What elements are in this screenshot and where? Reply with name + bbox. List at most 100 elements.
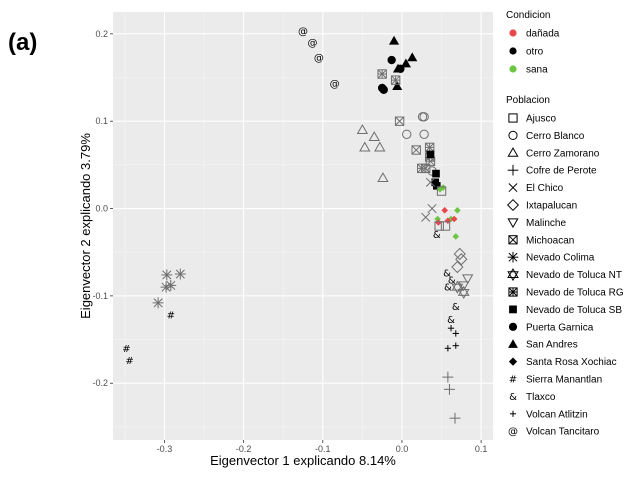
grid-major <box>113 12 493 440</box>
legend-population-label: Cerro Blanco <box>526 131 585 142</box>
y-tick-label: -0.1 <box>92 291 108 301</box>
data-point <box>400 58 411 68</box>
data-point <box>427 203 437 214</box>
data-point <box>160 281 172 293</box>
svg-text:#: # <box>125 356 133 367</box>
data-point <box>457 285 470 300</box>
data-point: & <box>452 302 460 313</box>
y-tick-label: 0.1 <box>95 116 108 126</box>
legend-population-key <box>508 287 518 297</box>
data-point <box>411 145 421 155</box>
data-point <box>174 268 186 280</box>
legend-population-label: Malinche <box>526 218 566 229</box>
data-point: & <box>447 315 455 326</box>
data-point <box>161 269 173 281</box>
data-point <box>426 150 435 159</box>
data-point <box>451 260 464 274</box>
legend-population-label: San Andres <box>526 340 578 351</box>
legend-population-key <box>508 322 518 331</box>
data-point <box>152 297 164 309</box>
legend-population-label: Nevado Colima <box>526 253 595 264</box>
legend-condition-label: otro <box>526 47 544 58</box>
y-axis-title: Eigenvector 2 explicando 3.79% <box>78 133 93 319</box>
y-tick-label: 0.0 <box>95 204 108 214</box>
data-point <box>432 182 441 190</box>
svg-text:@: @ <box>314 53 324 64</box>
legend-condition-label: dañada <box>526 29 560 40</box>
legend-population-key: & <box>509 392 517 403</box>
svg-text:@: @ <box>298 27 308 38</box>
x-tick-label: -0.1 <box>315 444 331 454</box>
legend-population-label: Cerro Zamorano <box>526 148 600 159</box>
data-point <box>407 52 418 62</box>
legend-population-label: El Chico <box>526 183 564 194</box>
panel-label: (a) <box>8 29 37 56</box>
data-point <box>425 156 436 167</box>
x-tick-label: -0.3 <box>157 444 173 454</box>
legend-population-label: Puerta Garnica <box>526 322 594 333</box>
data-point <box>441 206 449 214</box>
legend-population-key <box>507 251 519 263</box>
legend-condition-key <box>509 47 517 55</box>
legend-population-key: # <box>509 375 517 386</box>
y-tick-label: 0.2 <box>95 29 108 39</box>
legend-population-key <box>507 164 519 176</box>
data-point <box>165 279 177 291</box>
data-point: @ <box>308 38 318 49</box>
data-point <box>374 141 386 152</box>
data-point <box>394 116 405 126</box>
y-axis-ticks: -0.2 -0.1 0.0 0.1 0.2 <box>92 29 113 388</box>
legend-population-key <box>508 339 518 348</box>
data-point <box>432 169 440 178</box>
legend-condition-label: sana <box>526 65 548 76</box>
data-point <box>452 330 459 337</box>
x-axis-title: Eigenvector 1 explicando 8.14% <box>210 453 396 468</box>
data-point <box>424 142 435 153</box>
legend-population-label: Santa Rosa Xochiac <box>526 357 617 368</box>
legend-population-label: Volcan Tancitaro <box>526 427 600 438</box>
data-point <box>442 371 454 383</box>
legend-condition-title: Condicion <box>506 10 550 21</box>
data-point: @ <box>298 27 308 38</box>
data-point <box>435 219 442 226</box>
svg-text:@: @ <box>308 38 318 49</box>
data-point <box>379 85 388 94</box>
data-point: & <box>448 276 456 287</box>
legend-population-label: Ixtapalucan <box>526 201 577 212</box>
data-point <box>440 221 451 231</box>
legend-population-key <box>508 235 518 245</box>
data-point: & <box>433 230 441 241</box>
y-tick-label: -0.2 <box>92 378 108 388</box>
data-point <box>455 253 468 266</box>
data-point <box>444 345 452 352</box>
legend-population-key <box>507 147 519 157</box>
legend-population-label: Volcan Atlitzin <box>526 409 588 420</box>
data-point: & <box>443 269 451 280</box>
data-point <box>419 129 429 139</box>
data-point <box>453 247 466 261</box>
svg-text:&: & <box>444 283 452 294</box>
data-point: # <box>167 311 175 322</box>
svg-text:@: @ <box>508 427 518 438</box>
legend-population-key <box>509 410 517 417</box>
svg-text:#: # <box>509 375 517 386</box>
svg-text:&: & <box>452 302 460 313</box>
legend-population-key <box>508 183 518 193</box>
data-point <box>419 112 429 122</box>
data-point <box>392 81 403 91</box>
data-point <box>447 325 455 332</box>
x-tick-label: 0.0 <box>396 444 409 454</box>
svg-text:#: # <box>167 311 175 322</box>
data-point <box>425 177 436 187</box>
x-axis-ticks: -0.3 -0.2 -0.1 0.0 0.1 <box>157 440 487 454</box>
legend-population-key: @ <box>508 427 518 438</box>
data-points: @@@@&&&&&&### <box>122 27 474 424</box>
legend-population-key <box>506 198 520 212</box>
data-point <box>436 186 447 196</box>
data-point <box>439 184 447 191</box>
svg-text:&: & <box>448 276 456 287</box>
svg-text:&: & <box>433 230 441 241</box>
data-point <box>454 206 461 214</box>
data-point <box>390 75 401 85</box>
